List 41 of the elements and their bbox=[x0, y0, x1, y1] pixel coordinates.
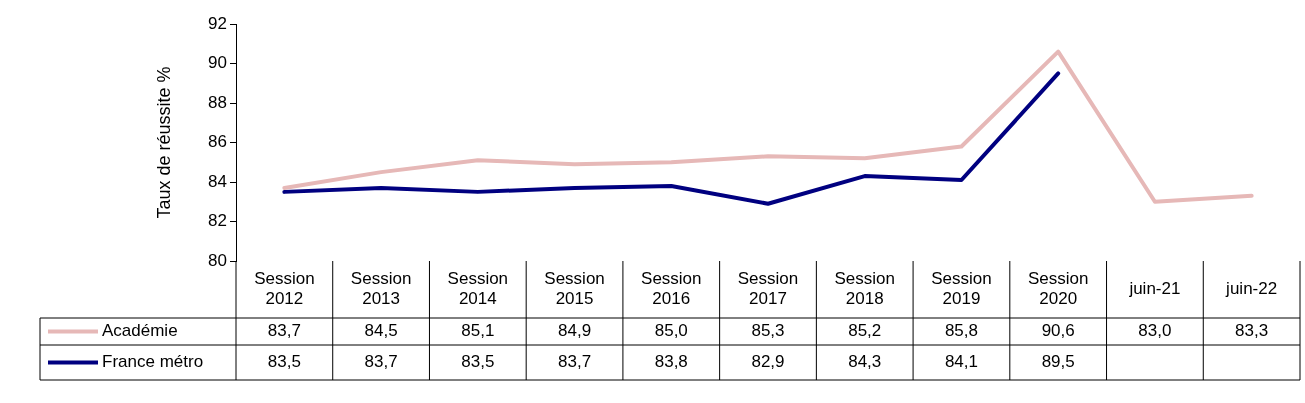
data-label: 83,5 bbox=[461, 352, 495, 372]
x-tick-label: juin-22 bbox=[1225, 279, 1278, 299]
data-label: 83,7 bbox=[364, 352, 398, 372]
x-tick-label: Session 2012 bbox=[254, 269, 315, 309]
x-tick-label: Session 2019 bbox=[931, 269, 992, 309]
legend-label: Académie bbox=[102, 321, 178, 341]
y-tick-label: 84 bbox=[208, 171, 227, 191]
legend-label: France métro bbox=[102, 352, 204, 372]
data-label: 83,5 bbox=[267, 352, 301, 372]
y-tick-label: 88 bbox=[208, 92, 227, 112]
y-tick-label: 86 bbox=[208, 132, 227, 152]
x-tick-label: Session 2017 bbox=[737, 269, 799, 309]
x-tick-label: Session 2018 bbox=[834, 269, 895, 309]
x-tick-label: Session 2014 bbox=[447, 269, 509, 309]
data-label: 83,0 bbox=[1138, 321, 1172, 341]
x-tick-label: Session 2020 bbox=[1027, 269, 1089, 309]
data-label: 85,3 bbox=[751, 321, 785, 341]
x-tick-label: Session 2013 bbox=[350, 269, 412, 309]
data-label: 84,1 bbox=[944, 352, 978, 372]
y-tick-label: 80 bbox=[208, 250, 227, 270]
y-tick-label: 92 bbox=[208, 13, 227, 33]
data-label: 84,5 bbox=[364, 321, 398, 341]
x-tick-label: juin-21 bbox=[1128, 279, 1181, 299]
data-label: 84,9 bbox=[558, 321, 592, 341]
data-label: 85,1 bbox=[461, 321, 495, 341]
x-tick-label: Session 2016 bbox=[641, 269, 702, 309]
data-label: 83,7 bbox=[267, 321, 301, 341]
y-tick-label: 90 bbox=[208, 53, 227, 73]
x-tick-label: Session 2015 bbox=[544, 269, 605, 309]
data-label: 83,3 bbox=[1235, 321, 1269, 341]
data-label: 82,9 bbox=[751, 352, 785, 372]
y-tick-label: 82 bbox=[208, 211, 227, 231]
data-label: 83,7 bbox=[558, 352, 592, 372]
data-label: 83,8 bbox=[654, 352, 688, 372]
data-label: 85,2 bbox=[848, 321, 882, 341]
data-label: 84,3 bbox=[848, 352, 882, 372]
data-label: 89,5 bbox=[1041, 352, 1075, 372]
data-label: 85,8 bbox=[944, 321, 978, 341]
data-label: 85,0 bbox=[654, 321, 688, 341]
data-label: 90,6 bbox=[1041, 321, 1075, 341]
y-axis-title: Taux de réussite % bbox=[153, 66, 174, 219]
